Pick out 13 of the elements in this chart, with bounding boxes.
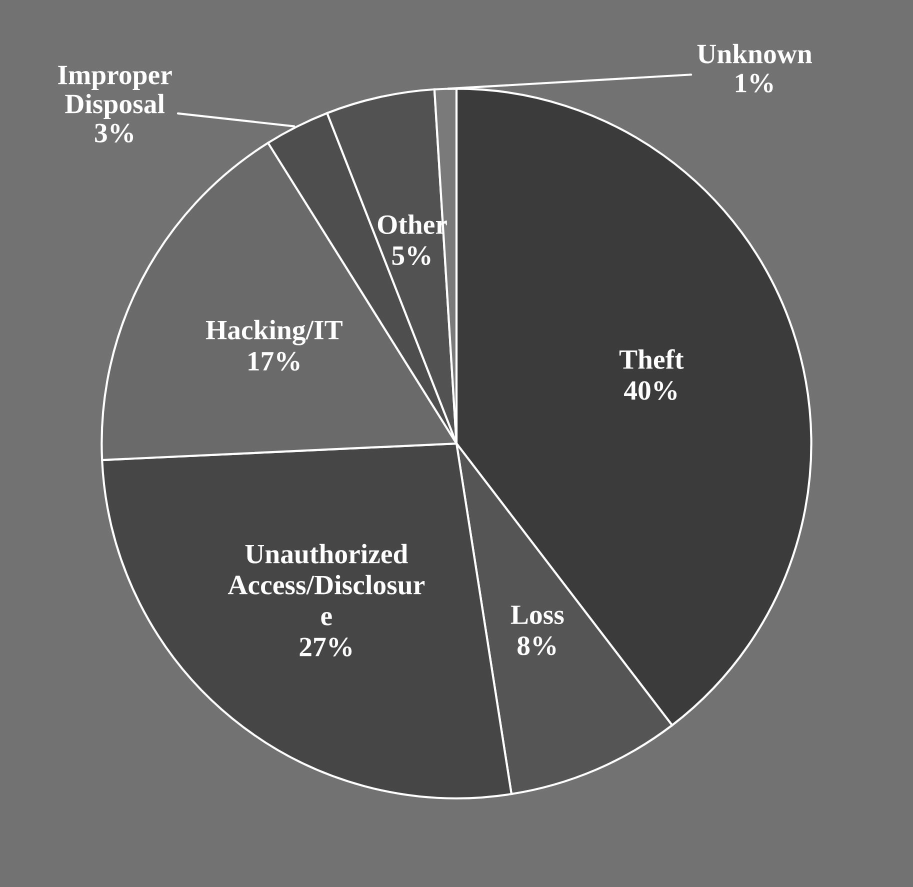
slice-label: Loss	[510, 606, 564, 624]
slice-label: Unknown	[697, 44, 812, 64]
data-label: 17%	[248, 352, 300, 371]
data-label: 5%	[392, 246, 430, 266]
slice-label: Theft	[619, 349, 684, 369]
data-label: 27%	[300, 638, 352, 656]
data-label: 8%	[518, 636, 556, 656]
slice-label: Hacking/IT	[206, 320, 342, 346]
slice-label: Improper Disposal	[58, 66, 172, 120]
data-label: 40%	[624, 381, 677, 400]
data-label: 3%	[95, 124, 134, 143]
data-label: 1%	[736, 74, 773, 93]
slice-label: Unauthorized Access/Disclosur e	[228, 544, 425, 626]
